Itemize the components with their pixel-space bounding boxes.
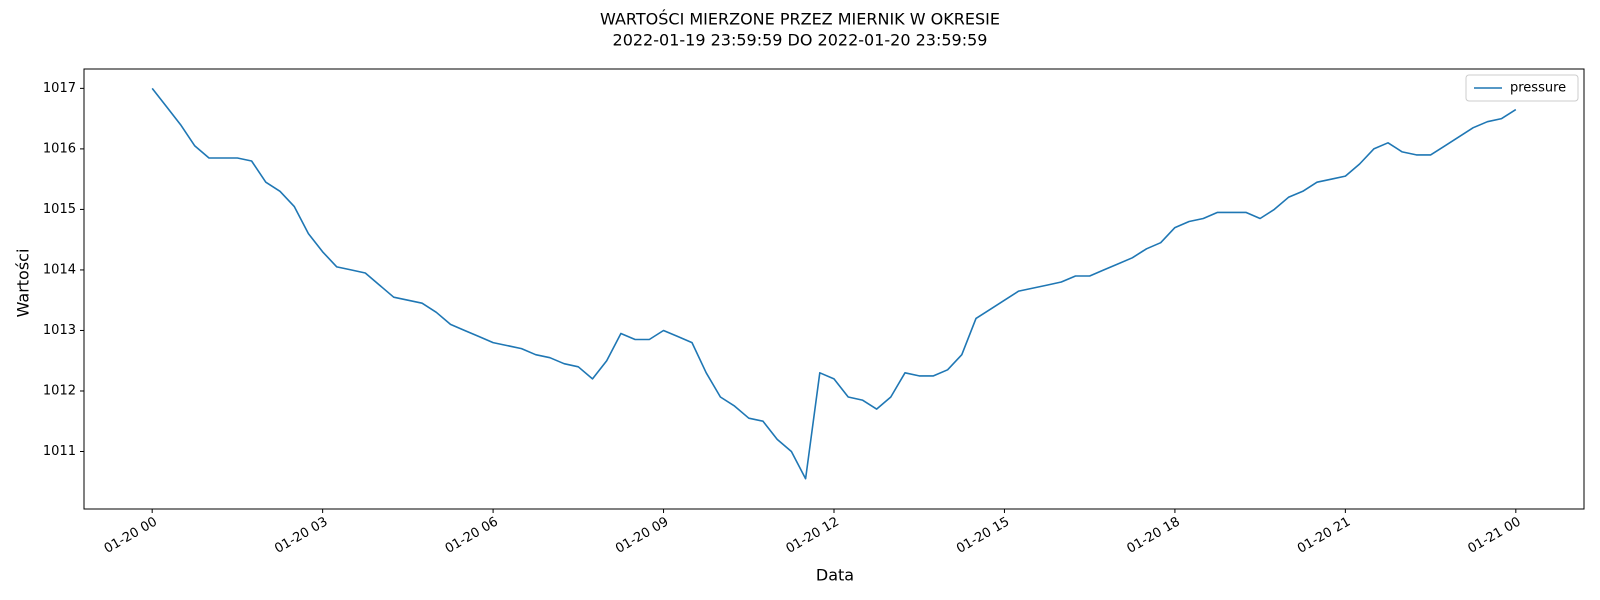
x-tick-label: 01-20 00 [102,515,160,557]
y-tick-label: 1017 [43,81,76,96]
plot-frame [83,68,1585,510]
y-tick-label: 1013 [43,323,76,338]
x-tick-label: 01-20 12 [784,515,842,557]
chart-title: 2022-01-19 23:59:59 DO 2022-01-20 23:59:… [613,31,988,50]
y-tick-label: 1012 [43,383,76,398]
x-tick-label: 01-20 03 [272,515,330,557]
x-tick-label: 01-20 15 [954,515,1012,557]
x-tick-label: 01-20 21 [1295,515,1353,557]
chart-title: WARTOŚCI MIERZONE PRZEZ MIERNIK W OKRESI… [600,10,1000,29]
legend-box [1465,74,1579,102]
x-tick-label: 01-20 18 [1125,515,1183,557]
x-tick-label: 01-20 09 [613,515,671,557]
y-tick-label: 1011 [43,444,76,459]
y-tick-label: 1016 [43,141,76,156]
legend-label: pressure [1510,81,1566,96]
x-tick-label: 01-21 00 [1465,515,1523,557]
line [151,87,1517,480]
y-tick-label: 1015 [43,202,76,217]
x-tick-label: 01-20 06 [443,515,501,557]
x-axis-label: Data [816,566,854,585]
y-axis-label: Wartości [14,249,33,318]
y-tick-label: 1014 [43,262,76,277]
